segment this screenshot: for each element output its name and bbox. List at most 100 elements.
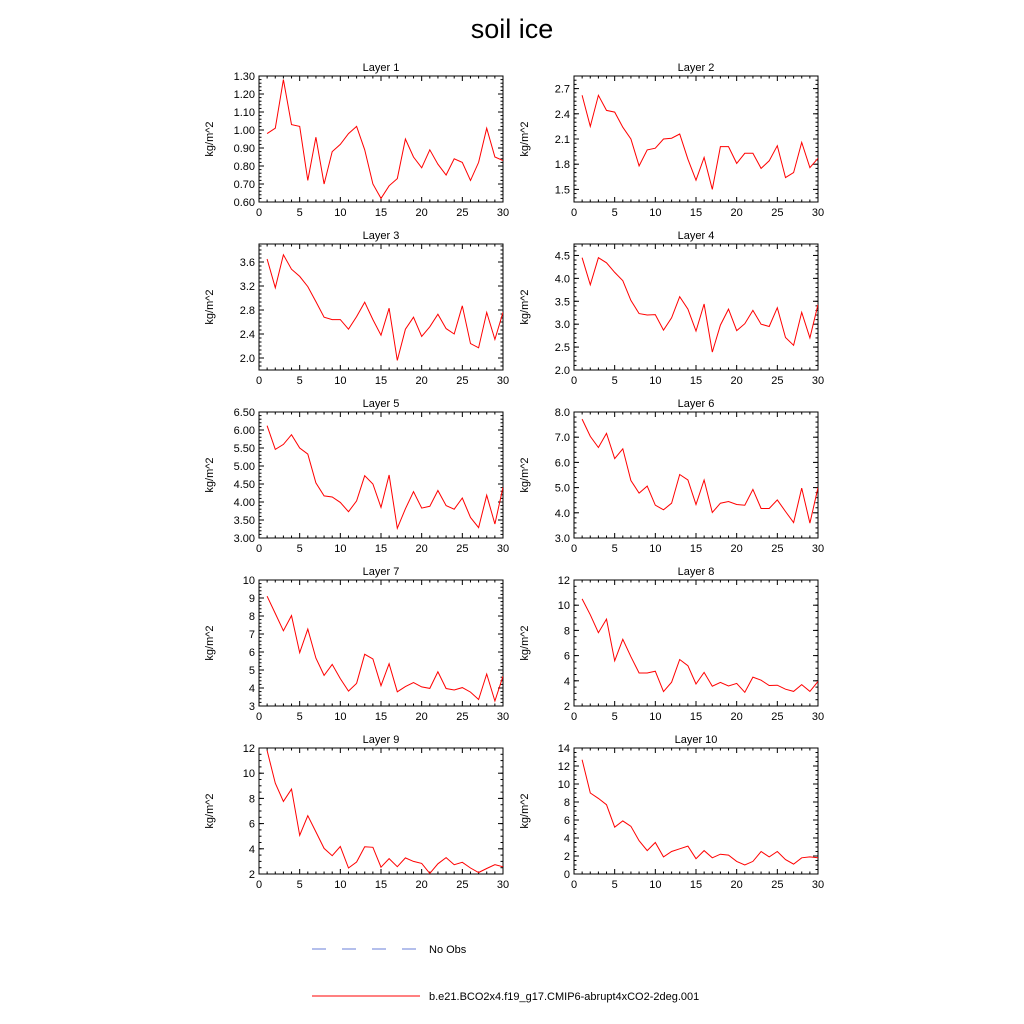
y-tick-label: 4: [249, 844, 255, 856]
series-line: [581, 418, 818, 524]
y-tick-label: 4: [564, 833, 570, 845]
plot-frame: [258, 243, 504, 371]
y-axis-label: kg/m^2: [519, 457, 531, 492]
x-tick-label: 30: [812, 375, 824, 387]
x-tick-label: 0: [571, 711, 577, 723]
x-tick-label: 10: [649, 543, 661, 555]
plot-frame: [258, 75, 504, 203]
x-tick-label: 15: [690, 543, 702, 555]
y-tick-label: 2.1: [555, 134, 570, 146]
y-tick-label: 5.50: [234, 443, 255, 455]
x-tick-label: 15: [375, 879, 387, 891]
y-tick-label: 10: [243, 575, 255, 587]
x-tick-label: 15: [375, 207, 387, 219]
x-tick-label: 25: [771, 207, 783, 219]
y-tick-label: 1.8: [555, 159, 570, 171]
chart-panel: Layer 5 kg/m^2 0 5 10 15 20 25 30 3.00 3.50 4.00 4.5…: [204, 398, 509, 555]
x-tick-label: 10: [649, 207, 661, 219]
x-tick-label: 20: [416, 879, 428, 891]
panel-title: Layer 8: [678, 566, 715, 578]
x-tick-label: 0: [571, 207, 577, 219]
x-tick-label: 25: [771, 543, 783, 555]
panel-title: Layer 1: [363, 62, 400, 74]
x-tick-label: 0: [256, 207, 262, 219]
y-axis-label: kg/m^2: [519, 793, 531, 828]
x-tick-label: 25: [456, 543, 468, 555]
y-tick-label: 0.70: [234, 179, 255, 191]
x-tick-label: 5: [612, 879, 618, 891]
y-axis-label: kg/m^2: [519, 289, 531, 324]
x-tick-label: 30: [497, 879, 509, 891]
x-tick-label: 15: [690, 711, 702, 723]
y-tick-label: 4.50: [234, 479, 255, 491]
y-tick-label: 6: [564, 815, 570, 827]
y-tick-label: 6: [564, 651, 570, 663]
x-tick-label: 20: [416, 543, 428, 555]
y-axis-label: kg/m^2: [519, 625, 531, 660]
y-tick-label: 12: [243, 743, 255, 755]
plot-frame: [573, 75, 819, 203]
legend-model-label: b.e21.BCO2x4.f19_g17.CMIP6-abrupt4xCO2-2…: [429, 991, 699, 1003]
y-tick-label: 4.00: [234, 497, 255, 509]
series-line: [581, 598, 818, 694]
y-tick-label: 2: [564, 701, 570, 713]
y-tick-label: 1.20: [234, 89, 255, 101]
x-tick-label: 15: [690, 879, 702, 891]
chart-panels: Layer 1kg/m^20 5 10 15 20 25 300.600.700.800.9…: [204, 62, 824, 891]
y-tick-label: 6.00: [234, 425, 255, 437]
y-tick-label: 4.0: [555, 273, 570, 285]
chart-panel: Layer 7 kg/m^2 0 5 10 15 20 25 30 3 4 5 6 7 8 9 10: [204, 566, 509, 723]
x-tick-label: 10: [334, 879, 346, 891]
y-axis-label: kg/m^2: [204, 121, 216, 156]
chart-panel: Layer 4 kg/m^2 0 5 10 15 20 25 30 2.0 2.5 3.0 3.5 4.0…: [519, 230, 824, 387]
y-tick-label: 1.5: [555, 184, 570, 196]
y-tick-label: 12: [558, 761, 570, 773]
y-tick-label: 3.0: [555, 319, 570, 331]
chart-panel: Layer 10 kg/m^2 0 5 10 15 20 25 30 0 2 4 6 8 10 12 14: [519, 734, 824, 891]
plot-frame: [573, 411, 819, 539]
chart-panel: Layer 9 kg/m^2 0 5 10 15 20 25 30 2 4 6 8 10 12: [204, 734, 509, 891]
y-tick-label: 4: [564, 676, 570, 688]
x-tick-label: 0: [256, 711, 262, 723]
legend: No Obs b.e21.BCO2x4.f19_g17.CMIP6-abrupt…: [312, 944, 699, 1003]
series-line: [266, 595, 503, 703]
x-tick-label: 20: [731, 879, 743, 891]
x-tick-label: 25: [456, 207, 468, 219]
x-tick-label: 0: [571, 375, 577, 387]
x-tick-label: 5: [297, 711, 303, 723]
y-tick-label: 2.5: [555, 342, 570, 354]
x-tick-label: 5: [297, 207, 303, 219]
x-tick-label: 5: [297, 879, 303, 891]
series-line: [266, 79, 503, 200]
y-tick-label: 0.80: [234, 161, 255, 173]
y-tick-label: 8: [564, 797, 570, 809]
y-tick-label: 4: [249, 683, 255, 695]
y-tick-label: 5.0: [555, 483, 570, 495]
y-tick-label: 3.0: [555, 533, 570, 545]
y-tick-label: 5.00: [234, 461, 255, 473]
figure-title: soil ice: [470, 14, 554, 44]
panel-title: Layer 6: [678, 398, 715, 410]
x-tick-label: 0: [571, 879, 577, 891]
x-tick-label: 20: [731, 375, 743, 387]
panel-title: Layer 7: [363, 566, 400, 578]
y-tick-label: 2: [249, 869, 255, 881]
x-tick-label: 30: [497, 711, 509, 723]
y-tick-label: 9: [249, 593, 255, 605]
x-tick-label: 20: [416, 711, 428, 723]
x-tick-label: 15: [690, 207, 702, 219]
x-tick-label: 10: [334, 207, 346, 219]
y-tick-label: 3.2: [240, 281, 255, 293]
y-tick-label: 6: [249, 819, 255, 831]
x-tick-label: 10: [649, 711, 661, 723]
y-axis-label: kg/m^2: [204, 457, 216, 492]
panel-title: Layer 10: [675, 734, 718, 746]
plot-frame: [258, 411, 504, 539]
x-tick-label: 20: [416, 375, 428, 387]
y-axis-label: kg/m^2: [519, 121, 531, 156]
x-tick-label: 0: [256, 879, 262, 891]
y-tick-label: 3.5: [555, 296, 570, 308]
chart-panel: Layer 1 kg/m^2 0 5 10 15 20 25 30 0.60 0.70 0.80 0.9…: [204, 62, 509, 219]
y-axis-label: kg/m^2: [204, 793, 216, 828]
